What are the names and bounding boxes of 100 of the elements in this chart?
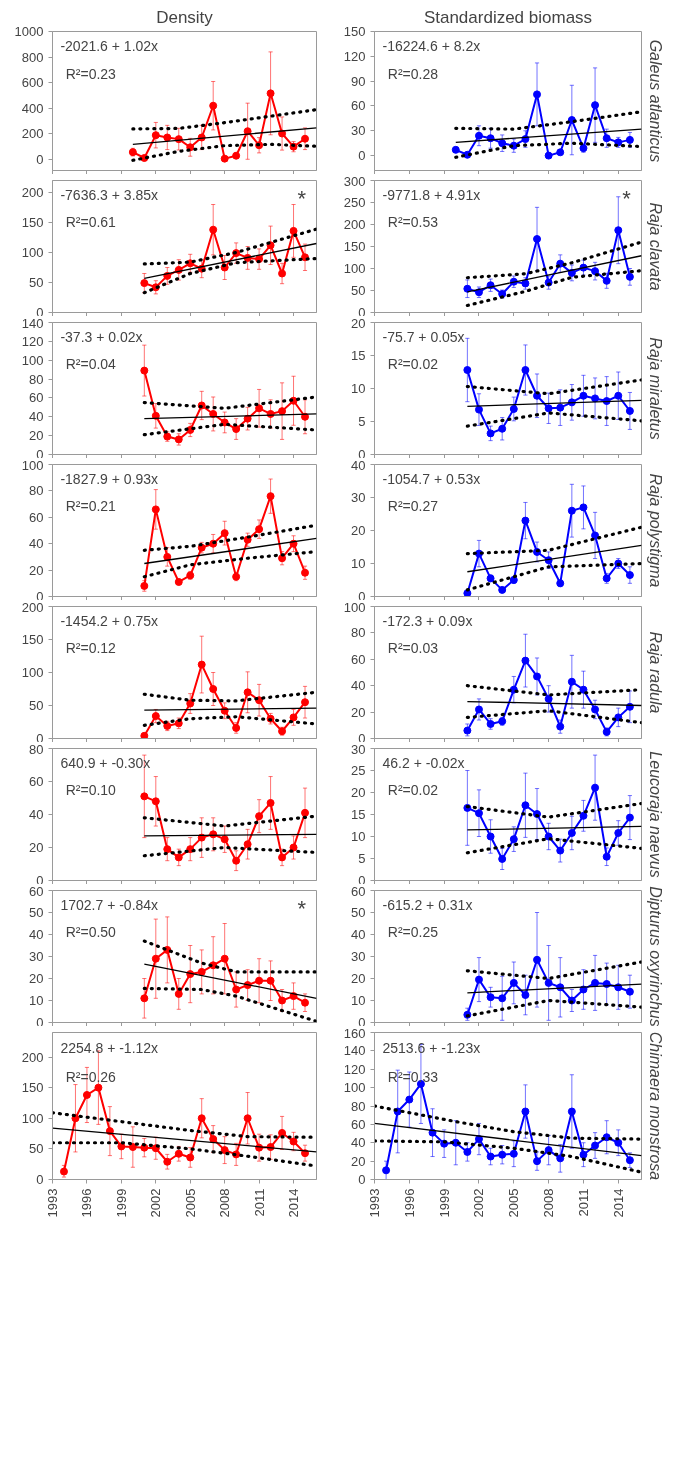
point [474, 975, 483, 984]
annotation: -7636.3 + 3.85x [60, 187, 159, 204]
point [567, 506, 576, 515]
point [151, 411, 160, 420]
point [266, 492, 275, 501]
point [174, 989, 183, 998]
point [544, 694, 553, 703]
annotation: -2021.6 + 1.02x [60, 38, 159, 55]
point [486, 993, 495, 1002]
point [556, 722, 565, 731]
point [625, 1156, 634, 1165]
x-tick-label: 2014 [286, 1188, 302, 1218]
point [163, 133, 172, 142]
point [220, 954, 229, 963]
point [533, 1157, 542, 1166]
y-tick-label: 60 [29, 774, 44, 789]
point [533, 955, 542, 964]
y-tick-label: 20 [351, 704, 366, 720]
point [151, 131, 160, 140]
y-tick-label: 60 [29, 390, 44, 406]
point [602, 852, 611, 861]
point [614, 1138, 623, 1147]
point [509, 404, 518, 413]
y-tick-label: 50 [351, 283, 366, 298]
y-tick-label: 20 [29, 840, 44, 855]
point [140, 279, 149, 288]
annotation: R²=0.50 [65, 923, 117, 940]
point [140, 731, 149, 739]
annotation: R²=0.61 [65, 213, 117, 230]
point [556, 846, 565, 855]
y2-axis-title: Raja clavata [646, 202, 664, 291]
y2-axis-title: Chimaera monstrosa [646, 1031, 664, 1181]
point [614, 226, 623, 235]
y-tick-label: 50 [351, 905, 366, 920]
point [232, 856, 241, 865]
point [174, 853, 183, 862]
y-tick-label: 140 [343, 1043, 366, 1059]
point [209, 101, 218, 110]
point [289, 226, 298, 235]
point [82, 1090, 91, 1099]
point [498, 139, 507, 148]
point [232, 425, 241, 434]
y-tick-label: 30 [351, 490, 366, 505]
y-tick-label: 150 [21, 215, 44, 230]
x-tick-label: 2008 [217, 1188, 233, 1218]
point [591, 531, 600, 540]
y-tick-label: 40 [29, 536, 44, 552]
line-series [142, 715, 317, 727]
y-tick-label: 60 [351, 651, 366, 667]
annotation: R²=0.04 [65, 355, 117, 372]
y-tick-label: 40 [29, 409, 44, 425]
x-tick-label: 2014 [610, 1188, 626, 1218]
point [301, 134, 310, 143]
y-tick-label: 40 [29, 807, 44, 822]
y-tick-label: 30 [29, 949, 44, 964]
point [405, 1095, 414, 1104]
x-tick-label: 1993 [367, 1188, 382, 1218]
point [232, 985, 241, 994]
point [301, 808, 310, 817]
point [451, 145, 460, 154]
chart-title: Density [156, 7, 214, 27]
point [278, 853, 287, 862]
line-series [454, 110, 642, 131]
annotation: -1827.9 + 0.93x [60, 471, 159, 488]
point [209, 225, 218, 234]
point [509, 835, 518, 844]
annotation: R²=0.02 [387, 781, 439, 798]
annotation: * [297, 895, 307, 921]
y-tick-label: 200 [21, 185, 44, 200]
y-tick-label: 40 [351, 678, 366, 694]
annotation: R²=0.10 [65, 781, 117, 798]
annotation: -37.3 + 0.02x [60, 329, 143, 346]
x-tick-label: 2005 [506, 1188, 522, 1218]
x-tick-label: 2008 [541, 1188, 557, 1218]
annotation: -615.2 + 0.31x [382, 897, 473, 914]
point [625, 135, 634, 144]
point [614, 391, 623, 400]
point [140, 366, 149, 375]
point [474, 405, 483, 414]
y-tick-label: 100 [343, 261, 366, 276]
annotation: R²=0.03 [387, 639, 439, 656]
point [579, 1150, 588, 1159]
y2-axis-title: Raja miraletus [646, 337, 664, 440]
point [278, 554, 287, 563]
y-tick-label: 600 [21, 75, 44, 91]
y-tick-label: 20 [351, 785, 366, 800]
annotation: R²=0.21 [65, 497, 117, 514]
annotation: R²=0.28 [387, 66, 439, 83]
point [59, 1167, 68, 1176]
line-series [465, 269, 642, 308]
point [243, 688, 252, 697]
point [243, 1114, 252, 1123]
y-tick-label: 10 [351, 829, 366, 844]
y-tick-label: 20 [29, 428, 44, 444]
point [591, 394, 600, 403]
point [220, 835, 229, 844]
y-tick-label: 20 [29, 562, 44, 578]
y-tick-label: 0 [36, 151, 44, 167]
point [567, 1107, 576, 1116]
y2-axis-title: Raja polystigma [646, 473, 664, 588]
